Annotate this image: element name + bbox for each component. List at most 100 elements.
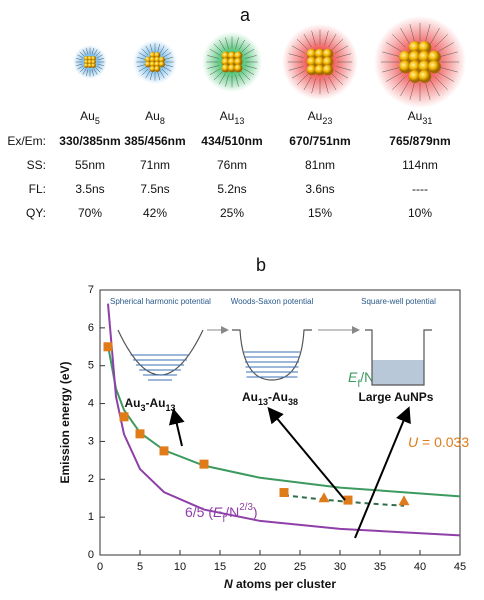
potential-title: Square-well potential [361,297,436,306]
ligand [157,71,161,81]
text-part: E [213,504,223,520]
cell: 5.2ns [217,182,246,196]
cell: 55nm [75,158,105,172]
cluster-name: Au23 [308,109,333,126]
ligand [244,55,257,59]
text-part: Au [308,109,323,123]
cell: 385/456nm [124,134,185,148]
square-fill [372,360,424,385]
text-part: 13 [166,403,176,413]
row-label: Ex/Em: [7,134,46,148]
square-marker [103,342,113,352]
ligand [439,51,458,57]
ligand [75,63,83,66]
ligand [207,55,220,59]
gold-atom [221,64,230,73]
ligand [288,66,304,71]
y-tick-label: 6 [88,322,94,334]
ligand [382,51,401,57]
gold-atom [322,64,334,76]
ligand [86,47,89,55]
ligand [324,78,329,94]
ligand [96,54,103,59]
gold-atom [221,57,230,67]
ligand [225,37,229,50]
cell: 70% [78,206,102,220]
ligand [291,45,306,54]
curve [283,494,405,507]
ligand [238,39,245,51]
gold-atom [84,63,89,68]
text-part: 38 [288,397,298,407]
x-tick-label: 25 [294,561,306,573]
ligand [145,70,151,79]
text-part: -Au [268,390,288,404]
ligand [82,49,87,56]
regime-label: Au13-Au38 [242,390,298,407]
text-part: 23 [322,116,332,126]
curve-label: U = 0.033 [408,434,469,450]
potential-title: Woods-Saxon potential [231,297,314,306]
x-tick-label: 45 [454,561,466,573]
gold-atom [149,51,156,59]
gold-atom [234,57,243,67]
text-part: Au [80,109,95,123]
y-tick-label: 3 [88,435,94,447]
y-tick-label: 7 [88,284,94,296]
ligand [97,58,105,61]
ligand [164,64,174,68]
curve [107,303,461,537]
ligand [93,49,98,56]
cluster-name: Au5 [80,109,100,126]
ligand [238,73,245,85]
ligand [93,68,98,75]
square-marker [159,446,169,456]
ligand [163,66,172,72]
cell: 765/879nm [389,134,450,148]
gold-atom [408,70,422,83]
gold-atom [418,60,432,74]
gold-atom [91,59,96,65]
ligand [141,68,149,76]
text-part: atoms per cluster [233,577,337,591]
cell: 3.6ns [305,182,334,196]
cell: 10% [408,206,432,220]
ligand [291,70,306,79]
ligand [91,47,94,55]
ligand [157,43,161,53]
text-part: Square-well potential [361,297,436,306]
ligand [244,65,257,69]
text-part: f [357,378,360,390]
ligand [425,24,431,43]
gold-atom [84,56,89,61]
ligand [235,74,239,87]
ligand [328,33,337,48]
ligand [79,67,85,73]
gold-atom [322,48,334,60]
gold-atom [87,63,93,68]
text-part: = 0.033 [418,434,469,450]
ligand [425,81,431,100]
cell: 15% [308,206,332,220]
gold-atom [144,56,152,63]
plot-frame [99,289,461,556]
square-marker [343,495,353,505]
gold-atom [149,65,156,73]
cell: ---- [412,182,428,196]
cell: 330/385nm [59,134,120,148]
ligand [328,76,337,91]
square-well [365,329,432,386]
ligand [303,76,312,91]
ligand [336,53,352,58]
gold-atom [314,56,326,68]
ligand [430,28,440,45]
cell: 3.5ns [75,182,104,196]
gold-atom [87,59,93,65]
ligand [209,49,221,56]
gold-atom [154,56,161,63]
ligand [296,73,309,86]
ligand [437,72,454,82]
ligand [136,64,146,68]
ligand [163,52,172,58]
ligand [161,68,169,76]
